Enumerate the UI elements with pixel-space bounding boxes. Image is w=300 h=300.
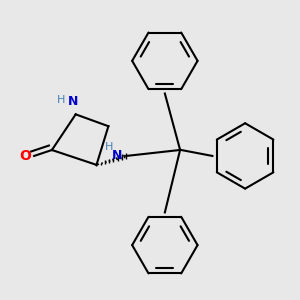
- Text: H: H: [57, 95, 65, 105]
- Text: N: N: [111, 149, 122, 162]
- Text: N: N: [68, 95, 78, 108]
- Text: H: H: [104, 142, 113, 152]
- Text: O: O: [19, 149, 31, 163]
